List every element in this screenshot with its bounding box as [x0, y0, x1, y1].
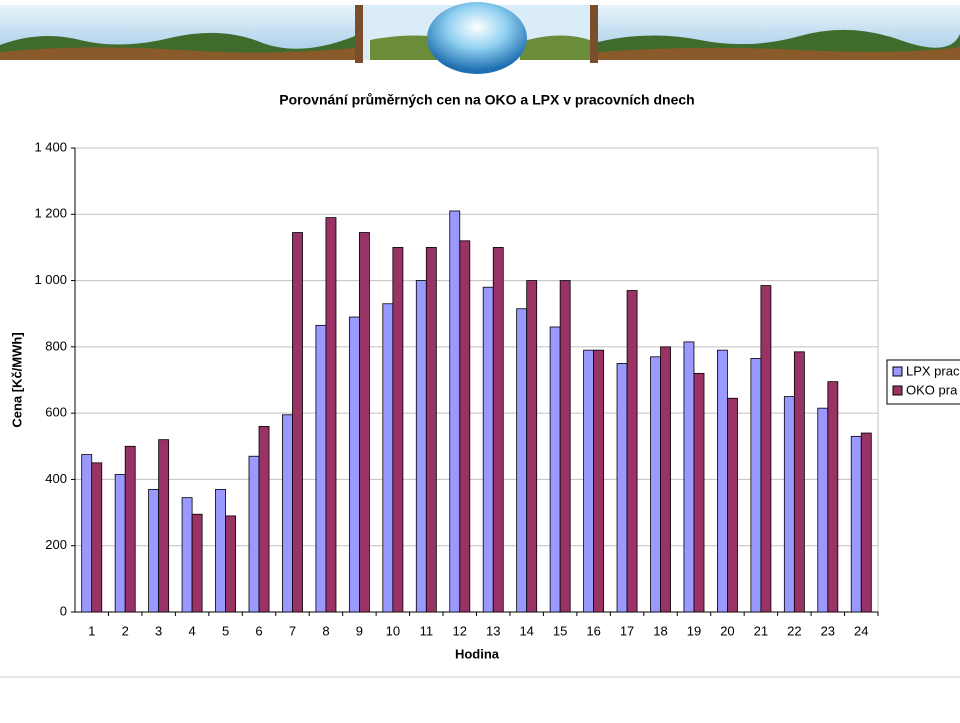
bar	[616, 363, 628, 613]
bar	[482, 286, 494, 613]
bar	[91, 462, 103, 613]
bar	[793, 351, 805, 613]
bar	[191, 513, 203, 613]
bar	[148, 488, 160, 613]
bar	[158, 439, 170, 613]
x-tick-label: 10	[386, 623, 400, 638]
x-tick-label: 11	[420, 623, 434, 638]
bar	[850, 435, 862, 613]
x-tick-label: 9	[356, 623, 363, 638]
x-tick-label: 21	[754, 623, 768, 638]
chart-title: Porovnání průměrných cen na OKO a LPX v …	[279, 92, 694, 108]
legend-label: OKO pra	[906, 382, 958, 397]
bar	[282, 414, 293, 613]
bar	[124, 445, 136, 613]
bar	[783, 396, 795, 613]
bar	[215, 488, 226, 613]
x-tick-label: 18	[653, 623, 667, 638]
y-tick-label: 600	[45, 405, 67, 420]
x-tick-label: 23	[821, 623, 835, 638]
y-axis-title: Cena [Kč/MWh]	[9, 332, 24, 427]
bar	[348, 316, 360, 613]
bar	[760, 285, 772, 613]
bar	[114, 474, 126, 613]
bar	[415, 280, 427, 613]
bar	[683, 341, 695, 613]
header-banner	[0, 2, 960, 74]
bar	[827, 381, 839, 613]
bar	[492, 247, 504, 613]
y-tick-label: 1 200	[34, 206, 67, 221]
legend-swatch	[892, 366, 903, 377]
bar	[583, 349, 595, 613]
bar	[425, 247, 437, 613]
y-tick-label: 200	[45, 537, 67, 552]
bar	[860, 432, 872, 613]
x-axis-title: Hodina	[455, 646, 500, 661]
x-tick-label: 1	[88, 623, 95, 638]
bar	[660, 346, 671, 613]
x-tick-label: 14	[519, 623, 533, 638]
bar	[325, 217, 337, 613]
x-tick-label: 22	[787, 623, 801, 638]
legend-swatch	[892, 385, 903, 396]
x-tick-label: 4	[188, 623, 195, 638]
y-tick-label: 1 400	[34, 139, 67, 154]
x-tick-label: 5	[222, 623, 229, 638]
x-tick-label: 17	[620, 623, 634, 638]
x-tick-label: 6	[255, 623, 262, 638]
bar	[358, 232, 370, 613]
y-tick-label: 0	[60, 603, 67, 618]
bar	[626, 290, 638, 613]
bar	[549, 326, 561, 613]
bar	[750, 358, 762, 613]
bar	[693, 372, 705, 613]
bar	[727, 397, 738, 613]
y-tick-label: 800	[45, 338, 67, 353]
bar	[382, 303, 394, 613]
x-tick-label: 16	[586, 623, 600, 638]
x-tick-label: 7	[289, 623, 296, 638]
bar	[392, 247, 404, 613]
bar	[315, 324, 327, 613]
bar	[817, 407, 829, 613]
bar	[292, 232, 303, 613]
bar	[650, 356, 661, 613]
x-tick-label: 20	[720, 623, 734, 638]
x-tick-label: 8	[322, 623, 329, 638]
x-tick-label: 13	[486, 623, 500, 638]
y-tick-label: 1 000	[34, 272, 67, 287]
bar	[248, 455, 260, 613]
bar	[717, 349, 728, 613]
x-tick-label: 19	[687, 623, 701, 638]
bar	[593, 349, 605, 613]
x-tick-label: 3	[155, 623, 162, 638]
x-tick-label: 2	[122, 623, 129, 638]
x-tick-label: 24	[854, 623, 868, 638]
bar	[459, 240, 471, 613]
bar	[526, 280, 538, 613]
bar	[516, 308, 528, 613]
x-tick-label: 15	[553, 623, 567, 638]
bar	[559, 280, 571, 613]
x-tick-label: 12	[453, 623, 467, 638]
bar	[81, 454, 93, 613]
bar	[181, 497, 193, 613]
bar	[225, 515, 237, 613]
legend-label: LPX prac	[906, 363, 960, 378]
bar	[449, 210, 461, 613]
bar	[258, 425, 270, 613]
y-tick-label: 400	[45, 471, 67, 486]
